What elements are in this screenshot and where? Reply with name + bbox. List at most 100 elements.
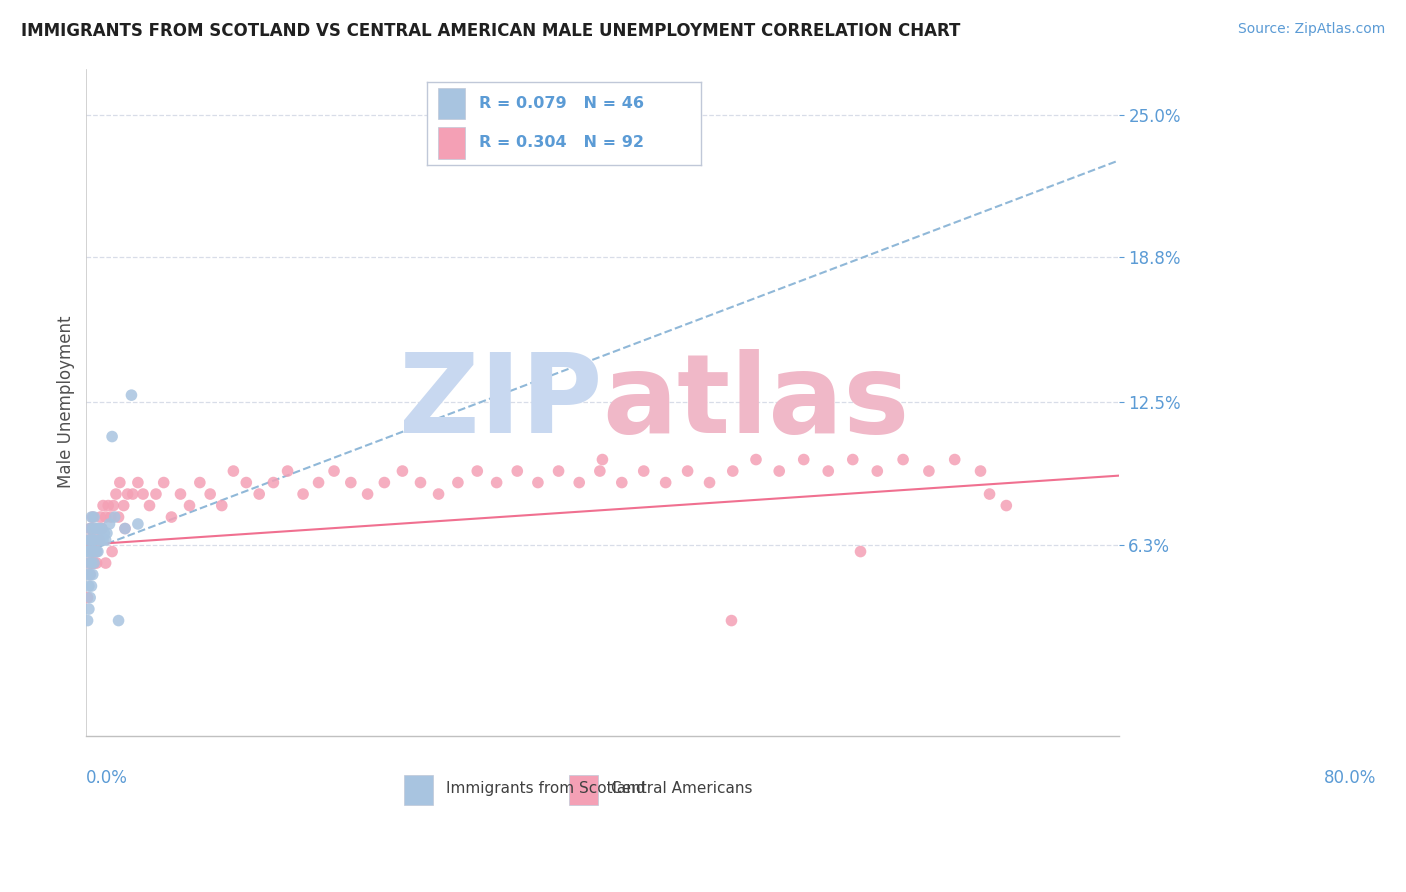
Point	[77, 533, 100, 547]
Point	[198, 487, 221, 501]
Point	[610, 475, 633, 490]
Point	[90, 522, 112, 536]
Point	[76, 591, 98, 605]
Point	[83, 533, 105, 547]
Point	[262, 475, 284, 490]
Point	[80, 533, 103, 547]
Point	[277, 464, 299, 478]
Point	[918, 464, 941, 478]
Point	[114, 522, 136, 536]
Point	[720, 614, 742, 628]
Point	[89, 522, 111, 536]
Point	[84, 544, 107, 558]
Point	[79, 522, 101, 536]
Point	[121, 487, 143, 501]
Point	[79, 567, 101, 582]
Point	[89, 533, 111, 547]
Point	[117, 487, 139, 501]
Point	[589, 464, 612, 478]
Text: ZIP: ZIP	[399, 349, 602, 456]
Point	[94, 510, 117, 524]
Point	[76, 614, 98, 628]
Point	[108, 475, 131, 490]
Point	[160, 510, 183, 524]
Point	[97, 499, 120, 513]
Point	[79, 522, 101, 536]
Point	[82, 533, 104, 547]
Point	[817, 464, 839, 478]
Point	[721, 464, 744, 478]
Point	[77, 544, 100, 558]
Point	[89, 533, 111, 547]
Point	[222, 464, 245, 478]
Point	[83, 510, 105, 524]
Point	[152, 475, 174, 490]
Point	[179, 499, 201, 513]
Point	[82, 510, 104, 524]
Point	[79, 567, 101, 582]
Point	[83, 556, 105, 570]
Point	[77, 556, 100, 570]
Point	[82, 544, 104, 558]
Point	[91, 533, 114, 547]
Point	[79, 591, 101, 605]
Point	[79, 533, 101, 547]
Point	[86, 556, 108, 570]
Point	[132, 487, 155, 501]
Point	[107, 614, 129, 628]
Point	[86, 522, 108, 536]
Point	[391, 464, 413, 478]
Point	[87, 522, 110, 536]
Point	[100, 510, 122, 524]
Point	[465, 464, 488, 478]
Point	[96, 526, 118, 541]
Point	[82, 556, 104, 570]
Point	[94, 533, 117, 547]
Point	[80, 556, 103, 570]
Point	[356, 487, 378, 501]
Point	[77, 602, 100, 616]
Point	[969, 464, 991, 478]
Point	[80, 544, 103, 558]
Point	[112, 499, 135, 513]
Point	[654, 475, 676, 490]
Point	[87, 544, 110, 558]
Point	[107, 510, 129, 524]
Point	[485, 475, 508, 490]
Point	[76, 544, 98, 558]
Point	[98, 516, 121, 531]
Point	[83, 533, 105, 547]
Point	[768, 464, 790, 478]
Point	[80, 522, 103, 536]
Point	[427, 487, 450, 501]
Point	[77, 556, 100, 570]
Point	[86, 544, 108, 558]
Point	[699, 475, 721, 490]
Point	[94, 556, 117, 570]
Text: IMMIGRANTS FROM SCOTLAND VS CENTRAL AMERICAN MALE UNEMPLOYMENT CORRELATION CHART: IMMIGRANTS FROM SCOTLAND VS CENTRAL AMER…	[21, 22, 960, 40]
Point	[90, 522, 112, 536]
Point	[340, 475, 363, 490]
Point	[745, 452, 768, 467]
Point	[101, 544, 124, 558]
Point	[76, 567, 98, 582]
Point	[120, 388, 142, 402]
Point	[308, 475, 330, 490]
Text: atlas: atlas	[602, 349, 910, 456]
Point	[676, 464, 699, 478]
Point	[979, 487, 1001, 501]
Point	[145, 487, 167, 501]
Point	[82, 567, 104, 582]
Point	[77, 533, 100, 547]
Point	[82, 544, 104, 558]
Point	[80, 522, 103, 536]
Point	[891, 452, 914, 467]
Point	[292, 487, 315, 501]
Point	[87, 522, 110, 536]
Point	[866, 464, 889, 478]
Point	[84, 533, 107, 547]
Point	[447, 475, 470, 490]
Point	[169, 487, 191, 501]
Point	[80, 579, 103, 593]
Point	[138, 499, 160, 513]
